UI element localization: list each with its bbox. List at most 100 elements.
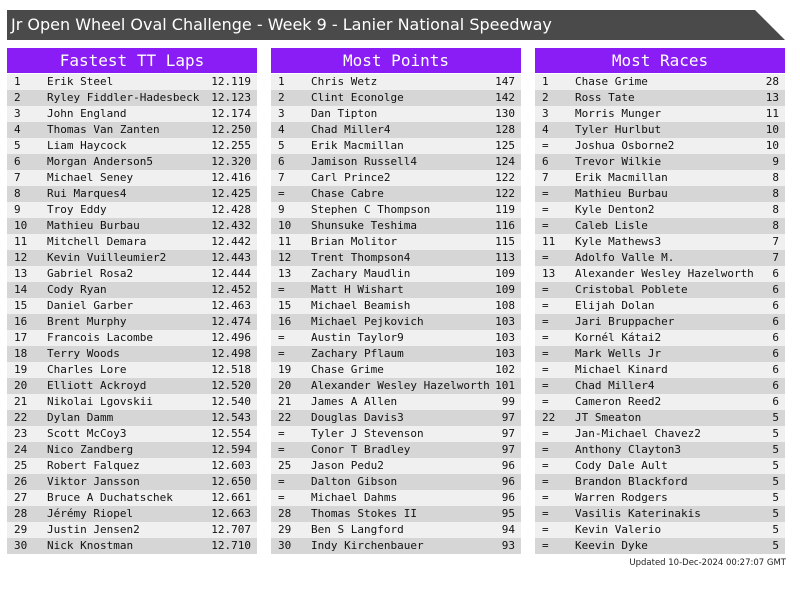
rank: = bbox=[278, 347, 285, 360]
stat-value: 12.320 bbox=[211, 155, 251, 168]
rank: 13 bbox=[542, 267, 556, 280]
table-row: 3 John England 12.174 bbox=[7, 106, 257, 122]
rank: = bbox=[542, 395, 549, 408]
driver-name: Ryley Fiddler-Hadesbeck bbox=[47, 91, 200, 104]
driver-name: Mark Wells Jr bbox=[575, 347, 662, 360]
driver-name: Thomas Stokes II bbox=[311, 507, 417, 520]
table-row: 10 Mathieu Burbau 12.432 bbox=[7, 218, 257, 234]
rank: 1 bbox=[542, 75, 549, 88]
rank: 25 bbox=[278, 459, 292, 472]
driver-name: Rui Marques4 bbox=[47, 187, 127, 200]
rank: 22 bbox=[542, 411, 556, 424]
rank: 2 bbox=[14, 91, 21, 104]
stat-value: 103 bbox=[495, 315, 515, 328]
driver-name: Jérémy Riopel bbox=[47, 507, 134, 520]
rank: = bbox=[278, 331, 285, 344]
driver-name: Michael Kinard bbox=[575, 363, 668, 376]
driver-name: Carl Prince2 bbox=[311, 171, 391, 184]
table-row: = Anthony Clayton3 5 bbox=[535, 442, 785, 458]
table-row: = Jari Bruppacher 6 bbox=[535, 314, 785, 330]
table-row: = Kevin Valerio 5 bbox=[535, 522, 785, 538]
stat-value: 12.123 bbox=[211, 91, 251, 104]
driver-name: Michael Pejkovich bbox=[311, 315, 424, 328]
rank: 8 bbox=[14, 187, 21, 200]
stat-value: 103 bbox=[495, 331, 515, 344]
table-row: 16 Michael Pejkovich 103 bbox=[271, 314, 521, 330]
driver-name: Thomas Van Zanten bbox=[47, 123, 160, 136]
stat-value: 28 bbox=[765, 75, 779, 88]
table-row: 1 Erik Steel 12.119 bbox=[7, 74, 257, 90]
table-row: 4 Thomas Van Zanten 12.250 bbox=[7, 122, 257, 138]
stat-value: 147 bbox=[495, 75, 515, 88]
table-row: = Matt H Wishart 109 bbox=[271, 282, 521, 298]
table-body: 1 Erik Steel 12.119 2 Ryley Fiddler-Hadesbec… bbox=[7, 74, 257, 554]
driver-name: Douglas Davis3 bbox=[311, 411, 404, 424]
rank: 12 bbox=[278, 251, 292, 264]
rank: 11 bbox=[278, 235, 292, 248]
table-row: = Warren Rodgers 5 bbox=[535, 490, 785, 506]
stat-value: 116 bbox=[495, 219, 515, 232]
table-row: 6 Jamison Russell4 124 bbox=[271, 154, 521, 170]
stat-value: 6 bbox=[772, 363, 779, 376]
driver-name: Dan Tipton bbox=[311, 107, 378, 120]
driver-name: Kevin Vuilleumier2 bbox=[47, 251, 167, 264]
rank: 9 bbox=[278, 203, 285, 216]
stat-value: 119 bbox=[495, 203, 515, 216]
stat-value: 5 bbox=[772, 475, 779, 488]
table-title: Fastest TT Laps bbox=[7, 48, 257, 74]
table-row: 4 Tyler Hurlbut 10 bbox=[535, 122, 785, 138]
driver-name: Robert Falquez bbox=[47, 459, 140, 472]
leaderboard: Most Races 1 Chase Grime 28 2 Ross Tate 13 3 Mor… bbox=[535, 48, 785, 554]
table-row: 14 Cody Ryan 12.452 bbox=[7, 282, 257, 298]
driver-name: Trent Thompson4 bbox=[311, 251, 411, 264]
rank: 13 bbox=[14, 267, 28, 280]
leaderboard: Fastest TT Laps 1 Erik Steel 12.119 2 Ryley F… bbox=[7, 48, 257, 554]
table-row: 11 Brian Molitor 115 bbox=[271, 234, 521, 250]
rank: 6 bbox=[14, 155, 21, 168]
table-row: 7 Michael Seney 12.416 bbox=[7, 170, 257, 186]
rank: 12 bbox=[14, 251, 28, 264]
rank: 22 bbox=[14, 411, 28, 424]
leaderboard: Most Points 1 Chris Wetz 147 2 Clint Econolge… bbox=[271, 48, 521, 554]
table-row: = Keevin Dyke 5 bbox=[535, 538, 785, 554]
stat-value: 12.540 bbox=[211, 395, 251, 408]
table-row: = Austin Taylor9 103 bbox=[271, 330, 521, 346]
stat-value: 125 bbox=[495, 139, 515, 152]
table-row: 20 Alexander Wesley Hazelworth 101 bbox=[271, 378, 521, 394]
table-row: 13 Alexander Wesley Hazelworth 6 bbox=[535, 266, 785, 282]
stat-value: 10 bbox=[765, 123, 779, 136]
table-row: 1 Chase Grime 28 bbox=[535, 74, 785, 90]
rank: 7 bbox=[278, 171, 285, 184]
stat-value: 12.498 bbox=[211, 347, 251, 360]
stat-value: 6 bbox=[772, 379, 779, 392]
stat-value: 102 bbox=[495, 363, 515, 376]
rank: 1 bbox=[278, 75, 285, 88]
driver-name: Michael Seney bbox=[47, 171, 134, 184]
stat-value: 6 bbox=[772, 331, 779, 344]
stat-value: 8 bbox=[772, 203, 779, 216]
driver-name: Daniel Garber bbox=[47, 299, 134, 312]
driver-name: Alexander Wesley Hazelworth bbox=[311, 379, 490, 392]
rank: 9 bbox=[14, 203, 21, 216]
table-body: 1 Chris Wetz 147 2 Clint Econolge 142 3 Dan Tip… bbox=[271, 74, 521, 554]
stat-value: 94 bbox=[501, 523, 515, 536]
driver-name: Indy Kirchenbauer bbox=[311, 539, 424, 552]
stat-value: 8 bbox=[772, 171, 779, 184]
driver-name: Zachary Pflaum bbox=[311, 347, 404, 360]
stat-value: 7 bbox=[772, 235, 779, 248]
page-title: Jr Open Wheel Oval Challenge - Week 9 - … bbox=[11, 15, 552, 34]
table-row: 25 Jason Pedu2 96 bbox=[271, 458, 521, 474]
rank: = bbox=[542, 459, 549, 472]
rank: 7 bbox=[542, 171, 549, 184]
stat-value: 97 bbox=[501, 427, 515, 440]
table-row: = Chase Cabre 122 bbox=[271, 186, 521, 202]
driver-name: Chad Miller4 bbox=[311, 123, 391, 136]
rank: 24 bbox=[14, 443, 28, 456]
rank: = bbox=[542, 347, 549, 360]
driver-name: Mitchell Demara bbox=[47, 235, 147, 248]
table-row: 7 Carl Prince2 122 bbox=[271, 170, 521, 186]
table-row: 6 Morgan Anderson5 12.320 bbox=[7, 154, 257, 170]
rank: = bbox=[542, 203, 549, 216]
table-row: 9 Troy Eddy 12.428 bbox=[7, 202, 257, 218]
